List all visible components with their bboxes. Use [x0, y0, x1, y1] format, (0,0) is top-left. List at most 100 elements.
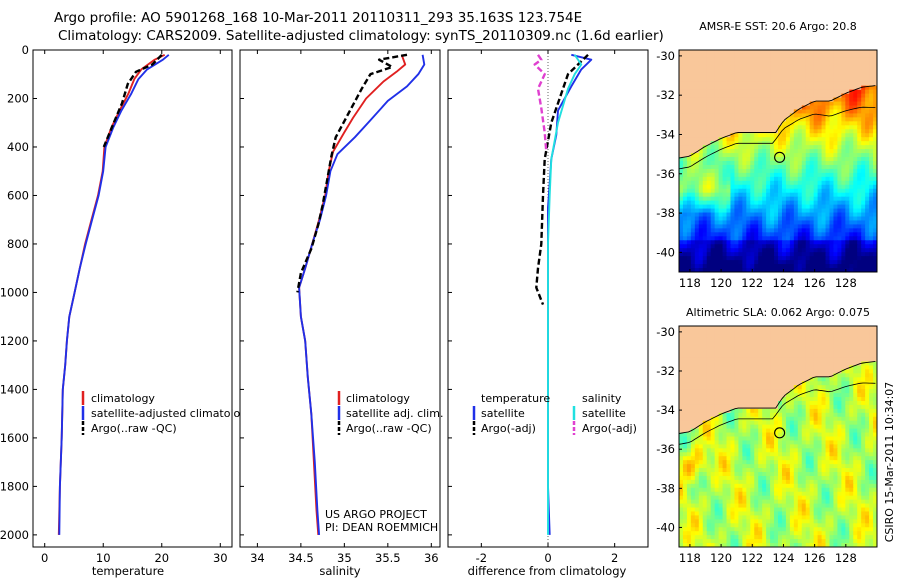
sla-map-cell [841, 436, 846, 442]
sla-map-cell [821, 389, 827, 394]
sst-map-cell [853, 137, 858, 142]
sla-map-cell [813, 385, 819, 390]
sst-map-cell [694, 57, 700, 63]
sst-map-cell [849, 164, 854, 170]
sla-map-cell [726, 436, 732, 442]
sla-map-cell [770, 337, 775, 343]
sla-map-cell [789, 345, 795, 351]
sst-map-cell [865, 77, 870, 83]
sst-map-cell [869, 93, 874, 99]
sst-map-cell [762, 117, 767, 122]
sst-map-cell [793, 89, 799, 95]
sst-map-cell [793, 149, 799, 154]
sla-map-cell [746, 341, 751, 347]
sst-map-cell [706, 224, 712, 229]
sst-map-cell [750, 228, 755, 233]
sst-map-cell [793, 85, 799, 91]
sst-map-cell [813, 101, 819, 107]
sst-map-cell [805, 145, 811, 150]
sst-map-cell [718, 101, 724, 107]
sst-map-cell [746, 216, 751, 222]
sst-map-cell [817, 97, 823, 103]
sst-map-cell [690, 196, 696, 202]
sla-map-cell [793, 404, 799, 410]
sla-map-cell [833, 349, 838, 355]
sst-map-cell [805, 93, 811, 99]
sst-map-cell [774, 97, 779, 103]
sst-map-cell [793, 73, 799, 79]
sla-map-cell [841, 377, 846, 382]
sst-map-cell [722, 228, 728, 233]
sla-map-cell [778, 345, 783, 351]
sla-map-cell [833, 408, 838, 414]
sla-map-cell [726, 456, 732, 461]
sla-map-cell [774, 464, 779, 469]
sst-map-cell [742, 145, 747, 150]
sst-map-cell [821, 224, 827, 229]
sst-map-cell [813, 157, 819, 162]
sst-map-cell [785, 141, 791, 146]
sla-map-cell [679, 436, 684, 442]
sst-map-cell [690, 101, 696, 107]
sst-map-cell [801, 129, 807, 134]
sla-map-cell [837, 397, 842, 402]
sst-map-cell [853, 61, 858, 67]
sst-map-cell [817, 61, 823, 67]
sst-map-cell [857, 244, 862, 249]
sst-map-cell [817, 184, 823, 190]
sst-map-cell [682, 184, 688, 190]
sst-map-cell [742, 121, 747, 126]
sst-map-cell [829, 93, 835, 99]
sst-map-cell [817, 228, 823, 233]
sst-map-cell [774, 224, 779, 229]
sst-map-cell [679, 129, 684, 134]
sla-map-cell [801, 393, 807, 398]
sst-map-cell [845, 268, 850, 272]
sst-map-cell [821, 252, 827, 257]
sla-map-cell [718, 416, 724, 422]
sst-map-cell [825, 256, 831, 261]
sst-map-cell [766, 196, 771, 202]
sst-map-cell [690, 232, 696, 237]
sla-map-cell [833, 420, 838, 426]
temperature-xtick-label: 20 [154, 551, 169, 565]
sla-map-cell [873, 404, 877, 410]
sla-map-cell [789, 381, 795, 386]
sst-map-cell [706, 105, 712, 111]
sla-map-cell [841, 472, 846, 477]
sla-map-cell [793, 326, 799, 331]
sst-map-cell [754, 268, 759, 272]
sst-map-cell [781, 236, 787, 241]
sst-map-cell [865, 172, 870, 178]
sst-map-cell [778, 192, 783, 198]
sla-map-cell [861, 464, 866, 469]
sla-map-cell [781, 436, 787, 442]
sst-map-cell [766, 212, 771, 218]
sst-map-cell [730, 133, 736, 138]
sst-map-cell [813, 240, 819, 245]
sla-map-cell [702, 460, 708, 465]
sst-map-cell [714, 77, 720, 83]
sst-map-cell [722, 137, 728, 142]
sla-map-cell [825, 397, 831, 402]
sst-map-cell [682, 89, 688, 95]
sst-map-cell [805, 129, 811, 134]
sst-map-cell [682, 228, 688, 233]
sla-map-cell [789, 408, 795, 414]
sst-map-cell [845, 244, 850, 249]
sst-map-cell [793, 105, 799, 111]
sla-map-cell [718, 349, 724, 355]
sst-map-cell [833, 176, 838, 182]
sst-map-cell [762, 268, 767, 272]
sst-map-cell [698, 161, 704, 166]
sla-map-cell [861, 436, 866, 442]
sst-map-cell [762, 260, 767, 265]
sst-map-cell [726, 97, 732, 103]
sla-map-cell [766, 377, 771, 382]
sst-map-cell [694, 196, 700, 202]
sla-map-cell [766, 408, 771, 414]
sst-map-cell [694, 224, 700, 229]
sst-map-cell [702, 216, 708, 222]
sst-map-cell [837, 216, 842, 222]
sst-map-cell [857, 149, 862, 154]
